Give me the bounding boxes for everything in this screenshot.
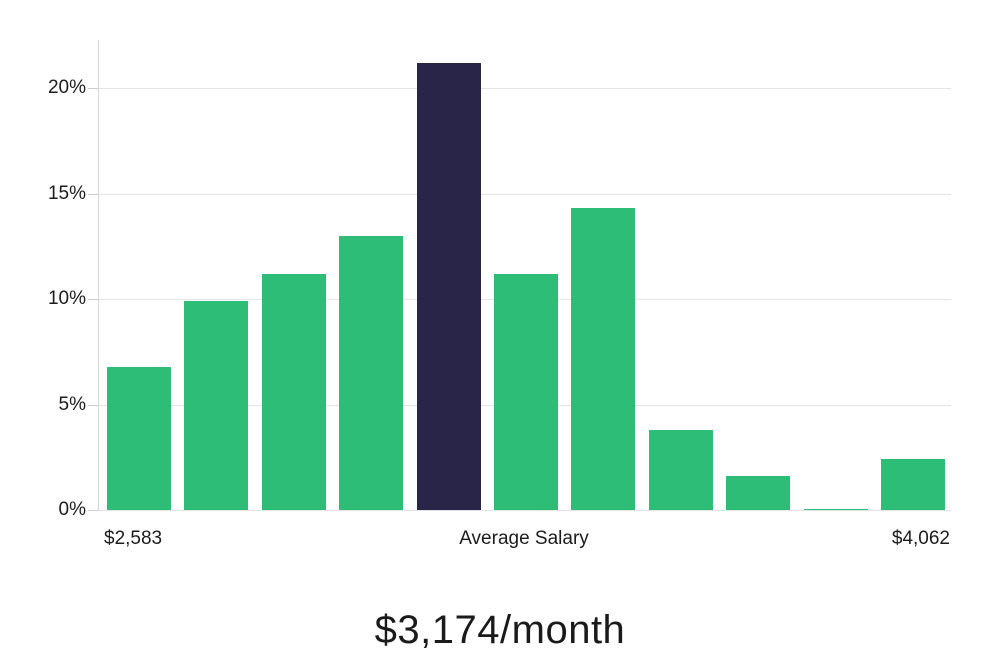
gridline-0%	[99, 510, 951, 511]
y-axis-tick	[88, 193, 98, 195]
histogram-bar[interactable]	[571, 208, 635, 510]
histogram-bar[interactable]	[339, 235, 403, 510]
histogram-bar[interactable]	[494, 273, 558, 510]
y-axis-tick	[88, 404, 98, 406]
y-axis-tick	[88, 510, 98, 511]
histogram-bar[interactable]	[881, 459, 945, 510]
gridline-20%	[99, 88, 951, 89]
plot-area	[88, 40, 951, 511]
gridline-15%	[99, 193, 951, 195]
y-axis-tick-label: 5%	[58, 393, 86, 415]
histogram-bar[interactable]	[107, 366, 171, 510]
y-axis-tick-label: 10%	[47, 288, 86, 309]
histogram-bar[interactable]	[804, 508, 868, 510]
histogram-bar[interactable]	[262, 273, 326, 510]
y-axis-tick-label: 0%	[58, 499, 86, 520]
y-axis-tick-label: 15%	[47, 182, 86, 204]
average-salary-headline: $3,174/month	[374, 608, 626, 652]
x-axis: $2,583 Average Salary $4,062	[0, 528, 1000, 554]
histogram-bar[interactable]	[649, 429, 713, 510]
histogram-bar[interactable]	[184, 301, 248, 510]
histogram-bar-highlighted[interactable]	[417, 62, 481, 510]
y-axis-tick-label: 20%	[47, 77, 86, 98]
y-axis-tick	[88, 88, 98, 89]
x-axis-label-max: $4,062	[891, 528, 950, 549]
x-axis-label-average-salary: Average Salary	[459, 528, 589, 549]
histogram-bar[interactable]	[726, 476, 790, 510]
x-axis-label-min: $2,583	[104, 528, 163, 549]
y-axis-tick	[88, 299, 98, 300]
